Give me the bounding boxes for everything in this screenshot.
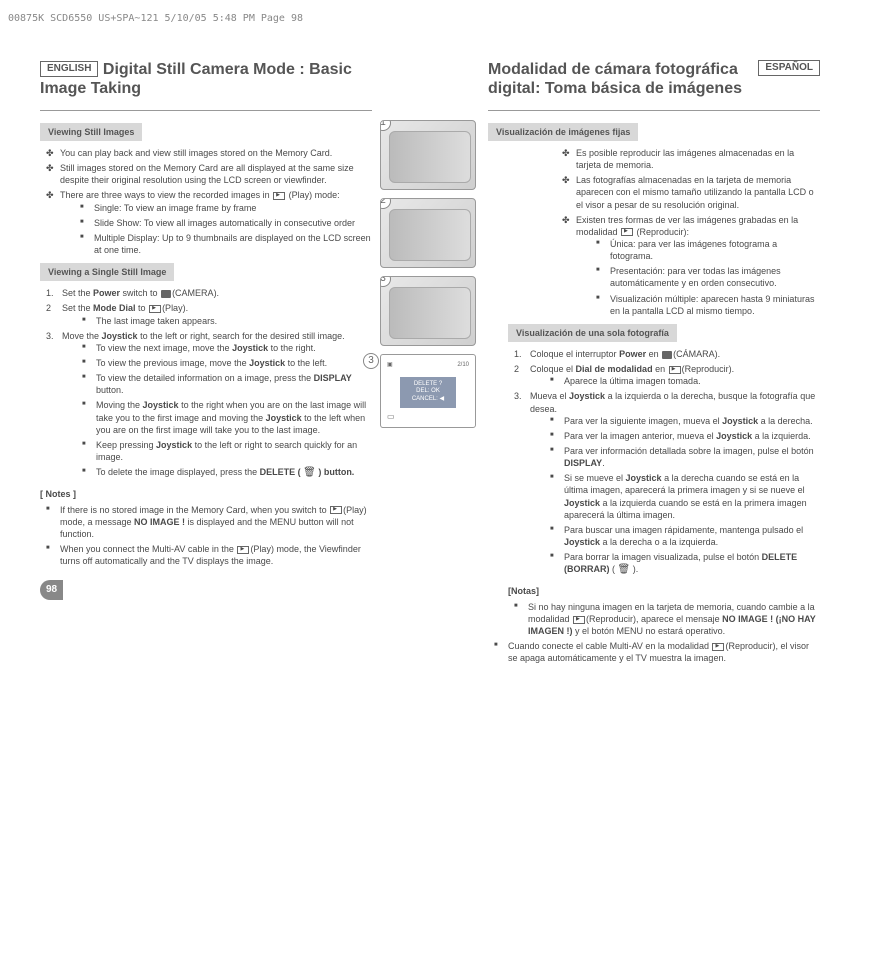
list-item: Para ver la imagen anterior, mueva el Jo… xyxy=(550,430,820,442)
list-item: To view the next image, move the Joystic… xyxy=(82,342,372,354)
column-english: ENGLISH Digital Still Camera Mode : Basi… xyxy=(40,60,380,668)
camera-icon xyxy=(662,351,672,359)
notes-list-es: Si no hay ninguna imagen en la tarjeta d… xyxy=(488,601,820,637)
step-circle-1: 1 xyxy=(380,120,391,131)
section-single-image: Viewing a Single Still Image xyxy=(40,263,174,281)
bullet-item: Still images stored on the Memory Card a… xyxy=(46,162,372,186)
list-item: The last image taken appears. xyxy=(82,315,372,327)
main-content: ENGLISH Digital Still Camera Mode : Basi… xyxy=(0,30,875,688)
note-item: If there is no stored image in the Memor… xyxy=(46,504,372,540)
list-item: Si se mueve el Joystick a la derecha cua… xyxy=(550,472,820,521)
list-item: To view the previous image, move the Joy… xyxy=(82,357,372,369)
notes-heading-es: [Notas] xyxy=(508,585,820,597)
divider xyxy=(40,110,372,111)
step-1: 1. Coloque el interruptor Power en (CÁMA… xyxy=(514,348,820,360)
illustration-3: 3 xyxy=(380,276,480,346)
lcd-preview: 3 ▣ 2/10 DELETE ? DEL: OK CANCEL: ◀ ▭ xyxy=(380,354,476,428)
play-icon xyxy=(712,643,724,651)
bullet-item: You can play back and view still images … xyxy=(46,147,372,159)
notes-heading: [ Notes ] xyxy=(40,488,372,500)
list-item: Para buscar una imagen rápidamente, mant… xyxy=(550,524,820,548)
intro-bullets-es: Es posible reproducir las imágenes almac… xyxy=(488,147,820,317)
step-2: 2 Set the Mode Dial to (Play). The last … xyxy=(46,302,372,326)
column-spanish: Modalidad de cámara fotográfica digital:… xyxy=(480,60,820,668)
lang-badge-spanish: ESPAÑOL xyxy=(758,60,820,76)
section-una-foto: Visualización de una sola fotografía xyxy=(508,324,677,342)
section-viewing-still: Viewing Still Images xyxy=(40,123,142,141)
play-icon xyxy=(273,192,285,200)
step-2: 2 Coloque el Dial de modalidad en (Repro… xyxy=(514,363,820,387)
lcd-icon: ▣ xyxy=(387,361,393,369)
image-counter: 2/10 xyxy=(457,361,469,369)
list-item: Moving the Joystick to the right when yo… xyxy=(82,399,372,435)
lang-badge-english: ENGLISH xyxy=(40,61,98,77)
list-item: Para ver información detallada sobre la … xyxy=(550,445,820,469)
divider xyxy=(488,110,820,111)
list-item: Presentación: para ver todas las imágene… xyxy=(596,265,820,289)
list-item: Multiple Display: Up to 9 thumbnails are… xyxy=(80,232,372,256)
bullet-item: There are three ways to view the recorde… xyxy=(46,189,372,256)
battery-icon: ▭ xyxy=(387,412,395,423)
list-item: Slide Show: To view all images automatic… xyxy=(80,217,372,229)
list-item: Para ver la siguiente imagen, mueva el J… xyxy=(550,415,820,427)
play-icon xyxy=(330,506,342,514)
step-circle-3b: 3 xyxy=(363,353,379,369)
play-icon xyxy=(669,366,681,374)
list-item: Keep pressing Joystick to the left or ri… xyxy=(82,439,372,463)
list-item: To delete the image displayed, press the… xyxy=(82,466,372,480)
bullet-item: Existen tres formas de ver las imágenes … xyxy=(562,214,820,317)
play-icon xyxy=(573,616,585,624)
list-item: Visualización múltiple: aparecen hasta 9… xyxy=(596,293,820,317)
list-item: Aparece la última imagen tomada. xyxy=(550,375,820,387)
section-visualizacion: Visualización de imágenes fijas xyxy=(488,123,638,141)
list-item: To view the detailed information on a im… xyxy=(82,372,372,396)
step-1: 1. Set the Power switch to (CAMERA). xyxy=(46,287,372,299)
bullet-item: Las fotografías almacenadas en la tarjet… xyxy=(562,174,820,210)
title-english: ENGLISH Digital Still Camera Mode : Basi… xyxy=(40,60,372,98)
illustration-2: 2 xyxy=(380,198,480,268)
step-circle-3: 3 xyxy=(380,276,391,287)
bullet-item: Es posible reproducir las imágenes almac… xyxy=(562,147,820,171)
steps-list-es: 1. Coloque el interruptor Power en (CÁMA… xyxy=(488,348,820,577)
note-item: Si no hay ninguna imagen en la tarjeta d… xyxy=(514,601,820,637)
page-number-badge: 98 xyxy=(40,580,63,600)
step-circle-2: 2 xyxy=(380,198,391,209)
trash-icon: 🗑 xyxy=(618,563,631,577)
notes-list: If there is no stored image in the Memor… xyxy=(40,504,372,568)
list-item: Para borrar la imagen visualizada, pulse… xyxy=(550,551,820,577)
title-spanish: Modalidad de cámara fotográfica digital:… xyxy=(488,60,820,98)
steps-list: 1. Set the Power switch to (CAMERA). 2 S… xyxy=(40,287,372,479)
list-item: Single: To view an image frame by frame xyxy=(80,202,372,214)
column-illustrations: 1 2 3 3 ▣ 2/10 DELETE ? DEL: OK CANCEL: … xyxy=(380,60,480,668)
notes-list-es-2: Cuando conecte el cable Multi-AV en la m… xyxy=(488,640,820,664)
note-item: Cuando conecte el cable Multi-AV en la m… xyxy=(494,640,820,664)
camera-icon xyxy=(161,290,171,298)
list-item: Única: para ver las imágenes fotograma a… xyxy=(596,238,820,262)
page-header-meta: 00875K SCD6550 US+SPA~121 5/10/05 5:48 P… xyxy=(0,0,875,30)
trash-icon: 🗑 xyxy=(303,466,316,480)
step-3: 3. Move the Joystick to the left or righ… xyxy=(46,330,372,480)
intro-bullets: You can play back and view still images … xyxy=(40,147,372,256)
play-icon xyxy=(237,546,249,554)
note-item: When you connect the Multi-AV cable in t… xyxy=(46,543,372,567)
play-icon xyxy=(621,228,633,236)
delete-dialog: DELETE ? DEL: OK CANCEL: ◀ xyxy=(400,377,456,408)
illustration-1: 1 xyxy=(380,120,480,190)
step-3: 3. Mueva el Joystick a la izquierda o la… xyxy=(514,390,820,576)
play-icon xyxy=(149,305,161,313)
